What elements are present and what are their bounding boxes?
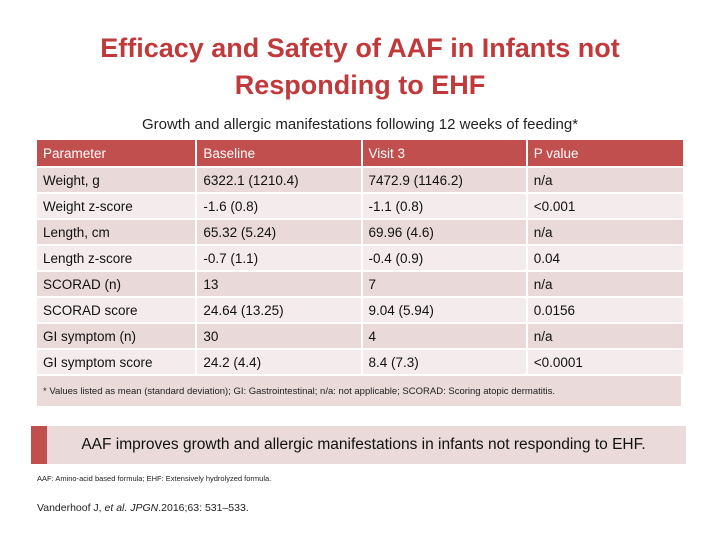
cell-baseline: -1.6 (0.8) xyxy=(197,194,363,220)
slide-title: Efficacy and Safety of AAF in Infants no… xyxy=(0,30,720,104)
table-row: GI symptom (n) 30 4 n/a xyxy=(37,324,683,350)
cell-parameter: Weight, g xyxy=(37,168,198,194)
slide-title-line-1: Efficacy and Safety of AAF in Infants no… xyxy=(100,33,620,63)
cell-parameter: GI symptom score xyxy=(37,350,198,376)
cell-baseline: 24.64 (13.25) xyxy=(197,298,363,324)
cell-visit-3: 7472.9 (1146.2) xyxy=(362,168,528,194)
cell-p-value: n/a xyxy=(527,324,683,350)
cell-parameter: Weight z-score xyxy=(37,194,198,220)
table-row: SCORAD (n) 13 7 n/a xyxy=(37,272,683,298)
cell-visit-3: 4 xyxy=(362,324,528,350)
reference-details: .2016;63: 531–533. xyxy=(158,502,249,514)
header-visit-3: Visit 3 xyxy=(362,140,528,168)
abbreviations-note: AAF: Amino-acid based formula; EHF: Exte… xyxy=(37,474,272,483)
table-header-row: Parameter Baseline Visit 3 P value xyxy=(37,140,683,168)
cell-parameter: SCORAD score xyxy=(37,298,198,324)
cell-visit-3: 7 xyxy=(362,272,528,298)
reference-et-al: et al. xyxy=(104,502,128,514)
cell-baseline: 30 xyxy=(197,324,363,350)
cell-visit-3: -0.4 (0.9) xyxy=(362,246,528,272)
cell-p-value: <0.0001 xyxy=(527,350,683,376)
cell-visit-3: 8.4 (7.3) xyxy=(362,350,528,376)
table-footnote-row: * Values listed as mean (standard deviat… xyxy=(37,376,683,408)
cell-baseline: 24.2 (4.4) xyxy=(197,350,363,376)
table-row: Length z-score -0.7 (1.1) -0.4 (0.9) 0.0… xyxy=(37,246,683,272)
reference-authors: Vanderhoof J, xyxy=(37,502,105,514)
cell-p-value: n/a xyxy=(527,272,683,298)
reference-citation: Vanderhoof J, et al. JPGN.2016;63: 531–5… xyxy=(37,502,249,514)
callout-accent-bar xyxy=(31,426,47,464)
cell-visit-3: 9.04 (5.94) xyxy=(362,298,528,324)
table-row: Length, cm 65.32 (5.24) 69.96 (4.6) n/a xyxy=(37,220,683,246)
header-baseline: Baseline xyxy=(197,140,363,168)
table-row: SCORAD score 24.64 (13.25) 9.04 (5.94) 0… xyxy=(37,298,683,324)
cell-p-value: <0.001 xyxy=(527,194,683,220)
table-footnote: * Values listed as mean (standard deviat… xyxy=(37,376,683,408)
table-caption: Growth and allergic manifestations follo… xyxy=(141,116,579,133)
cell-parameter: SCORAD (n) xyxy=(37,272,198,298)
key-message-callout: AAF improves growth and allergic manifes… xyxy=(31,426,686,464)
cell-baseline: 65.32 (5.24) xyxy=(197,220,363,246)
cell-p-value: 0.0156 xyxy=(527,298,683,324)
header-p-value: P value xyxy=(527,140,683,168)
cell-baseline: -0.7 (1.1) xyxy=(197,246,363,272)
table-row: Weight z-score -1.6 (0.8) -1.1 (0.8) <0.… xyxy=(37,194,683,220)
cell-visit-3: 69.96 (4.6) xyxy=(362,220,528,246)
cell-baseline: 13 xyxy=(197,272,363,298)
slide-title-line-2: Responding to EHF xyxy=(234,70,486,100)
cell-parameter: GI symptom (n) xyxy=(37,324,198,350)
callout-text: AAF improves growth and allergic manifes… xyxy=(81,436,646,453)
cell-parameter: Length z-score xyxy=(37,246,198,272)
table-row: GI symptom score 24.2 (4.4) 8.4 (7.3) <0… xyxy=(37,350,683,376)
header-parameter: Parameter xyxy=(37,140,198,168)
cell-p-value: n/a xyxy=(527,220,683,246)
cell-p-value: 0.04 xyxy=(527,246,683,272)
cell-baseline: 6322.1 (1210.4) xyxy=(197,168,363,194)
results-table: Parameter Baseline Visit 3 P value Weigh… xyxy=(37,140,683,408)
cell-parameter: Length, cm xyxy=(37,220,198,246)
reference-journal: JPGN xyxy=(130,502,159,514)
cell-p-value: n/a xyxy=(527,168,683,194)
table-row: Weight, g 6322.1 (1210.4) 7472.9 (1146.2… xyxy=(37,168,683,194)
cell-visit-3: -1.1 (0.8) xyxy=(362,194,528,220)
